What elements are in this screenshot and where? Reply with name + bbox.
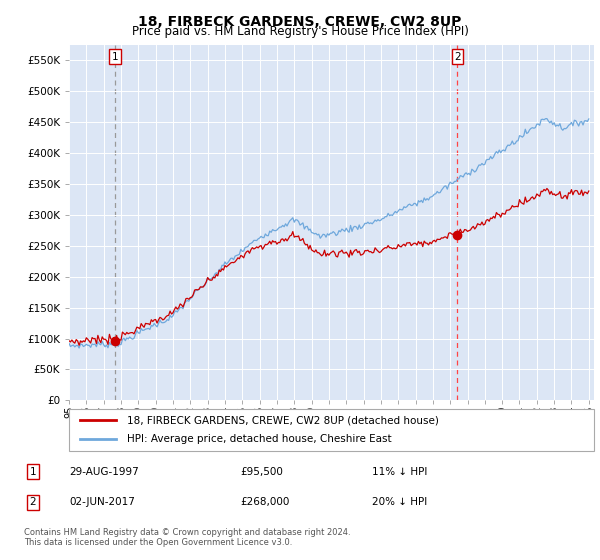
Text: 1: 1 (29, 466, 37, 477)
Text: 29-AUG-1997: 29-AUG-1997 (69, 466, 139, 477)
Text: HPI: Average price, detached house, Cheshire East: HPI: Average price, detached house, Ches… (127, 435, 391, 445)
Text: 2: 2 (454, 52, 461, 62)
Text: 11% ↓ HPI: 11% ↓ HPI (372, 466, 427, 477)
Text: 18, FIRBECK GARDENS, CREWE, CW2 8UP: 18, FIRBECK GARDENS, CREWE, CW2 8UP (139, 15, 461, 29)
Text: 20% ↓ HPI: 20% ↓ HPI (372, 497, 427, 507)
Text: £268,000: £268,000 (240, 497, 289, 507)
FancyBboxPatch shape (69, 409, 594, 451)
Text: 02-JUN-2017: 02-JUN-2017 (69, 497, 135, 507)
Text: Contains HM Land Registry data © Crown copyright and database right 2024.
This d: Contains HM Land Registry data © Crown c… (24, 528, 350, 547)
Text: £95,500: £95,500 (240, 466, 283, 477)
Text: 2: 2 (29, 497, 37, 507)
Text: Price paid vs. HM Land Registry's House Price Index (HPI): Price paid vs. HM Land Registry's House … (131, 25, 469, 38)
Text: 1: 1 (112, 52, 118, 62)
Text: 18, FIRBECK GARDENS, CREWE, CW2 8UP (detached house): 18, FIRBECK GARDENS, CREWE, CW2 8UP (det… (127, 415, 439, 425)
